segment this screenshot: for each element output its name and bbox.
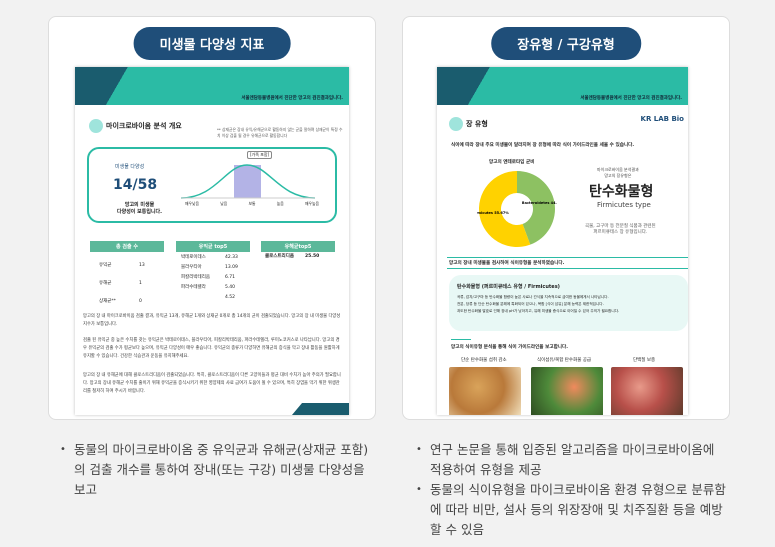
divider: [451, 339, 471, 340]
donut-slice-bacteroidetes: [517, 171, 555, 245]
carbohydrate-food-image: [449, 367, 521, 415]
summary-paragraph: 망고의 장 내 마이크로바이옴 검출 결과, 유익균 13개, 유해균 1개와 …: [83, 314, 341, 327]
fiber-food-image: [531, 367, 603, 415]
bad-header: 유해균top5: [261, 241, 335, 252]
type-title: 탄수화물형 (퍼르미큐테스 유형 / Firmicutes): [457, 284, 560, 290]
curve-labels: 매우낮음 낮음 보통 높음 매우높음: [185, 201, 319, 206]
food-label: 단순 탄수화물 섭취 감소: [461, 358, 507, 363]
diversity-curve: [181, 164, 316, 199]
gut-type-report-preview: 서울엔담동물병원에서 진단한 망고의 검진결과입니다. 장 유형 KR LAB …: [437, 67, 688, 415]
report-header-text: 서울엔담동물병원에서 진단한 망고의 검진결과입니다.: [580, 96, 682, 101]
type-point: 곡류, 감자/고구마 등 탄수화물 함량이 높은 사료나 간식을 지속적으로 급…: [457, 295, 609, 299]
microscope-icon: [89, 119, 103, 133]
donut-label: Bacteroidetes 44.33%: [522, 201, 557, 205]
good-bacteria-paragraph: 검출 된 유익균 중 높은 수치를 갖는 유익균은 박테로이데스, 블라우티아,…: [83, 338, 340, 359]
diversity-card: 미생물 다양성 지표 서울엔담동물병원에서 진단한 망고의 검진결과입니다. 마…: [48, 16, 376, 420]
report-header-band: 서울엔담동물병원에서 진단한 망고의 검진결과입니다.: [75, 67, 349, 105]
guide-heading: 망고의 식이유형 분석을 통해 식이 가이드라인을 보고합니다.: [451, 345, 568, 350]
analysis-heading: 망고의 장내 미생물을 검사하여 식이유형을 분석하였습니다.: [447, 257, 688, 269]
food-label: 단백질 보충: [633, 358, 656, 363]
result-type-en: Firmicutes type: [597, 201, 651, 209]
report-header-text: 서울엔담동물병원에서 진단한 망고의 검진결과입니다.: [241, 96, 343, 101]
description-bullet: 동물의 식이유형을 마이크로바이옴 환경 유형으로 분류함에 따라 비만, 설사…: [416, 480, 726, 540]
protein-food-image: [611, 367, 683, 415]
donut-label: Firmicutes 55.67%: [477, 211, 509, 215]
section-title: 장 유형: [449, 117, 488, 131]
good-table: 박테로이데스 42.33 블라우티아 13.09 피칼리박테리움 6.71 파라수테렐…: [181, 255, 238, 300]
diversity-box: 미생물 다양성 14/58 망고의 미생물 다양성이 보통입니다. [가족 포함]…: [87, 147, 337, 223]
type-info-box: 탄수화물형 (퍼르미큐테스 유형 / Firmicutes) 곡류, 감자/고구…: [449, 275, 688, 331]
intro-text: 식이에 따라 장내 주요 미생물이 달라지며 장 유형에 따라 식이 가이드라인…: [451, 143, 635, 148]
section-title: 마이크로바이옴 분석 개요: [89, 119, 182, 133]
diversity-report-preview: 서울엔담동물병원에서 진단한 망고의 검진결과입니다. 마이크로바이옴 분석 개…: [75, 67, 349, 415]
card-title: 장유형 / 구강유형: [491, 27, 641, 60]
good-header: 유익균 top5: [176, 241, 250, 252]
result-caption: 마이크로바이옴 분석결과 망고의 장유형은: [597, 167, 639, 178]
diversity-value: 14/58: [113, 177, 158, 193]
food-label: 식이섬유/복합 탄수화물 공급: [537, 358, 592, 363]
footer-decoration: [291, 403, 349, 415]
total-table: 유익균 13 유해균 1 상재균** 0: [99, 263, 145, 304]
type-point: 전분, 당류 등 단순 탄수화물 분해에 특화되어 있으나, 복합 [식이 섬유…: [457, 302, 604, 306]
card-title: 미생물 다양성 지표: [133, 27, 291, 60]
total-header: 총 검출 수: [90, 241, 164, 252]
curve-highlight: [234, 165, 261, 198]
gut-type-card: 장유형 / 구강유형 서울엔담동물병원에서 진단한 망고의 검진결과입니다. 장…: [402, 16, 730, 420]
curve-line: [181, 164, 316, 199]
diversity-label: 미생물 다양성: [115, 164, 145, 170]
type-points: 곡류, 감자/고구마 등 탄수화물 함량이 높은 사료나 간식을 지속적으로 급…: [457, 294, 680, 315]
microscope-icon: [449, 117, 463, 131]
curve-tag: [가족 포함]: [247, 151, 273, 159]
diversity-desc: 망고의 미생물 다양성이 보통입니다.: [117, 202, 163, 215]
result-type: 탄수화물형: [589, 184, 654, 200]
report-header-band: 서울엔담동물병원에서 진단한 망고의 검진결과입니다.: [437, 67, 688, 105]
donut-slice-firmicutes: [479, 171, 531, 247]
bad-bacteria-paragraph: 망고의 장 내 유해균에 대해 클로스트리디움이 검출되었습니다. 특히, 클로…: [83, 373, 341, 394]
type-point: 과도한 탄수화물 발효로 인해 장내 pH가 낮아지고, 유해 미생물 증식으로…: [457, 309, 620, 313]
bad-table: 클로스트리디움 25.50: [265, 254, 320, 259]
note: ** 상재균은 장내 유익/유해균으로 활동하지 않는 균을 말하며 상재균이 …: [217, 127, 343, 138]
enterotype-donut-chart: Bacteroidetes 44.33% Firmicutes 55.67%: [477, 171, 557, 247]
chart-title: 망고의 엔테로타입 균비: [489, 160, 535, 165]
kr-lab-bio-logo: KR LAB Bio: [640, 115, 684, 123]
description-bullet: 연구 논문을 통해 입증된 알고리즘을 마이크로바이옴에 적용하여 유형을 제공: [416, 440, 726, 480]
left-description: 동물의 마이크로바이옴 중 유익균과 유해균(상재균 포함)의 검출 개수를 통…: [60, 440, 370, 500]
result-desc: 곡물, 고구마 등 전분질 식품과 관련된 퍼르미큐테스 장 유형입니다.: [585, 224, 656, 235]
right-description: 연구 논문을 통해 입증된 알고리즘을 마이크로바이옴에 적용하여 유형을 제공…: [416, 440, 726, 540]
description-bullet: 동물의 마이크로바이옴 중 유익균과 유해균(상재균 포함)의 검출 개수를 통…: [60, 440, 370, 500]
